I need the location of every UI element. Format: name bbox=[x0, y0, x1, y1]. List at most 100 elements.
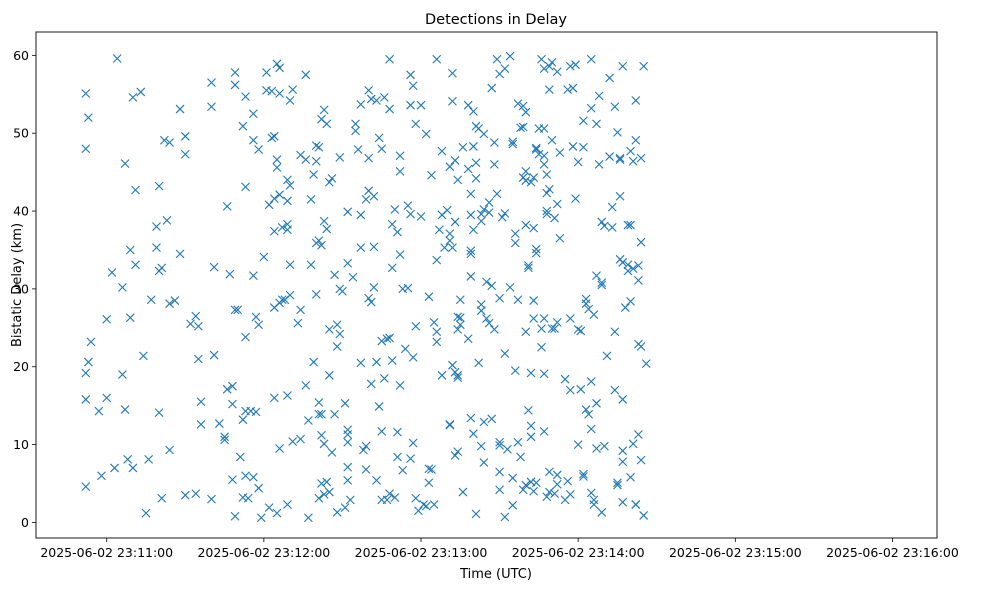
data-point bbox=[254, 320, 264, 330]
data-point bbox=[366, 379, 376, 389]
data-point bbox=[359, 445, 368, 455]
data-point bbox=[209, 350, 219, 360]
data-point bbox=[249, 135, 258, 145]
data-point bbox=[544, 184, 554, 194]
data-point bbox=[327, 447, 337, 457]
data-point bbox=[476, 216, 486, 226]
data-point bbox=[560, 374, 570, 384]
data-point bbox=[453, 370, 463, 380]
data-point bbox=[521, 327, 531, 337]
data-point bbox=[628, 156, 638, 166]
data-point bbox=[102, 393, 112, 403]
data-point bbox=[154, 408, 164, 418]
x-axis-label: Time (UTC) bbox=[459, 567, 532, 582]
data-point bbox=[165, 299, 174, 309]
data-point bbox=[521, 176, 531, 186]
data-point bbox=[597, 280, 607, 290]
data-point bbox=[531, 143, 541, 153]
data-point bbox=[510, 366, 520, 376]
y-tick-label: 20 bbox=[13, 359, 29, 374]
data-point bbox=[469, 429, 478, 439]
data-point bbox=[416, 212, 426, 221]
data-point bbox=[448, 68, 457, 78]
data-point bbox=[194, 321, 203, 331]
data-point bbox=[335, 152, 345, 162]
data-point bbox=[510, 238, 520, 248]
data-point bbox=[599, 221, 609, 231]
data-point bbox=[301, 381, 311, 390]
data-point bbox=[513, 295, 523, 305]
x-tick-label: 2025-06-02 23:13:00 bbox=[355, 545, 488, 560]
data-point bbox=[631, 135, 641, 145]
data-point bbox=[469, 225, 478, 235]
data-point bbox=[406, 454, 415, 463]
data-point bbox=[385, 333, 394, 343]
data-point bbox=[500, 512, 510, 522]
data-point bbox=[390, 205, 400, 214]
data-point bbox=[542, 209, 552, 219]
data-point bbox=[374, 133, 384, 143]
data-point bbox=[267, 133, 277, 143]
data-point bbox=[565, 314, 575, 323]
data-point bbox=[264, 200, 274, 210]
data-point bbox=[390, 493, 400, 502]
data-point bbox=[628, 439, 638, 449]
data-point bbox=[615, 153, 625, 163]
data-point bbox=[445, 229, 455, 239]
data-point bbox=[272, 163, 282, 172]
data-point bbox=[634, 261, 643, 270]
data-point bbox=[343, 430, 353, 439]
data-point bbox=[508, 473, 518, 483]
x-axis: 2025-06-02 23:11:00 2025-06-02 23:12:00 20… bbox=[40, 538, 959, 560]
data-point bbox=[453, 175, 463, 185]
data-point bbox=[573, 324, 583, 334]
data-point bbox=[230, 68, 240, 77]
data-point bbox=[437, 370, 447, 380]
data-point bbox=[487, 414, 497, 424]
data-point bbox=[539, 124, 549, 133]
data-point bbox=[518, 101, 528, 111]
data-point bbox=[508, 137, 518, 147]
data-point bbox=[463, 164, 473, 174]
data-point bbox=[445, 420, 455, 430]
data-point bbox=[634, 275, 643, 285]
data-point bbox=[309, 170, 319, 179]
data-point bbox=[269, 393, 279, 403]
data-point bbox=[552, 479, 562, 489]
data-point bbox=[529, 314, 539, 323]
data-point bbox=[144, 454, 154, 464]
y-axis-label: Bistatic Delay (km) bbox=[10, 223, 25, 347]
data-point bbox=[421, 129, 431, 139]
data-point bbox=[618, 61, 628, 71]
data-point bbox=[251, 312, 261, 322]
data-point bbox=[592, 271, 601, 281]
data-point bbox=[631, 96, 641, 105]
data-point bbox=[361, 441, 371, 451]
data-point bbox=[275, 190, 284, 200]
data-point bbox=[419, 500, 429, 509]
data-point bbox=[238, 415, 248, 425]
data-point bbox=[345, 495, 355, 505]
data-point bbox=[275, 444, 284, 453]
x-tick-label: 2025-06-02 23:11:00 bbox=[40, 545, 173, 560]
data-point bbox=[618, 457, 628, 467]
data-point bbox=[222, 384, 232, 394]
data-point bbox=[306, 260, 316, 270]
data-point bbox=[157, 493, 167, 503]
data-point bbox=[450, 217, 460, 227]
data-point bbox=[120, 405, 130, 414]
data-point bbox=[351, 126, 360, 136]
data-point bbox=[615, 191, 625, 201]
data-point bbox=[466, 413, 476, 423]
data-point bbox=[343, 462, 353, 472]
data-point bbox=[332, 507, 342, 517]
data-point bbox=[432, 337, 442, 347]
data-point bbox=[623, 220, 633, 230]
data-point bbox=[539, 151, 549, 161]
data-point bbox=[605, 73, 614, 83]
data-point bbox=[618, 497, 628, 507]
y-tick-label: 30 bbox=[13, 281, 29, 296]
data-point bbox=[542, 170, 552, 179]
data-point bbox=[597, 507, 607, 517]
data-point bbox=[592, 398, 601, 408]
